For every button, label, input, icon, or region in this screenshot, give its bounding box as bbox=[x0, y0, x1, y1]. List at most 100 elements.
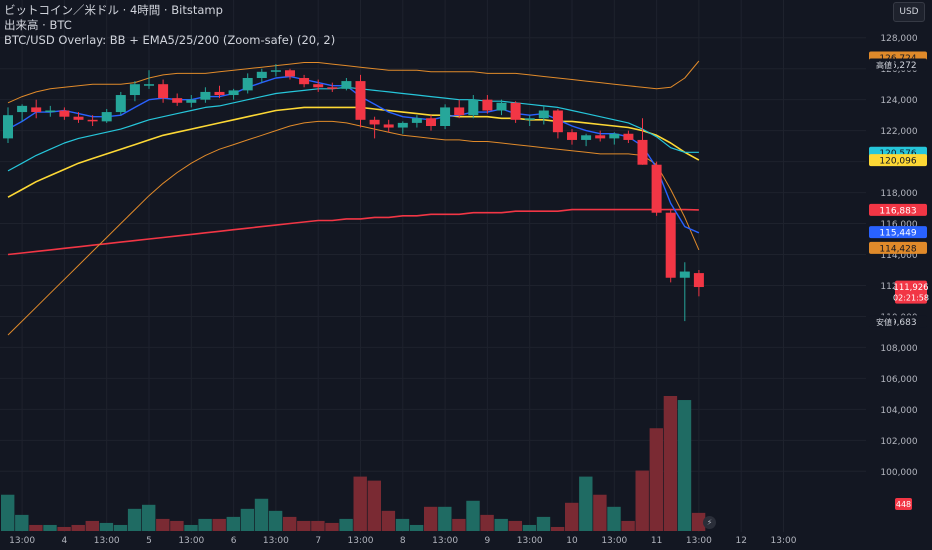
candle-body bbox=[510, 102, 521, 120]
volume-bar bbox=[254, 498, 269, 531]
candle-body bbox=[3, 115, 13, 139]
x-tick-label: 10 bbox=[566, 536, 578, 546]
candle-body bbox=[496, 102, 507, 111]
x-tick-label: 13:00 bbox=[771, 536, 797, 546]
y-tick-label: 106,000 bbox=[880, 375, 917, 385]
x-tick-label: 13:00 bbox=[601, 536, 627, 546]
volume-bar bbox=[677, 400, 692, 531]
volume-bar bbox=[381, 510, 396, 531]
candle-body bbox=[115, 95, 126, 113]
candle-body bbox=[285, 70, 295, 77]
x-tick-label: 13:00 bbox=[517, 536, 543, 546]
candle-body bbox=[228, 90, 239, 96]
candle-body bbox=[609, 133, 620, 139]
candle-body bbox=[327, 87, 338, 89]
volume-bar bbox=[367, 480, 381, 531]
y-tick-label: 102,000 bbox=[880, 437, 917, 447]
candle-body bbox=[270, 70, 281, 72]
price-label-text: 126,272 bbox=[879, 61, 916, 71]
x-tick-label: 12 bbox=[735, 536, 746, 546]
candle-body bbox=[355, 81, 366, 120]
volume-bar bbox=[283, 516, 297, 531]
candle-body bbox=[538, 110, 549, 119]
candle-body bbox=[552, 110, 563, 133]
price-label-ema5 bbox=[869, 226, 927, 239]
volume-bar bbox=[466, 500, 480, 531]
volume-bar bbox=[71, 524, 85, 531]
candle-body bbox=[45, 110, 56, 113]
price-tag-text: 安値 bbox=[876, 317, 892, 327]
price-label-text: 120,096 bbox=[879, 157, 916, 167]
candle-body bbox=[426, 118, 436, 126]
candle-body bbox=[383, 124, 394, 128]
y-tick-label: 116,000 bbox=[880, 220, 917, 230]
price-label-ema50 bbox=[869, 154, 927, 167]
volume-bar bbox=[339, 518, 353, 531]
ema25-line bbox=[7, 86, 699, 172]
y-tick-label: 128,000 bbox=[880, 34, 917, 44]
candle-body bbox=[31, 107, 42, 113]
candle-body bbox=[411, 118, 422, 123]
volume-bar bbox=[593, 494, 607, 531]
ema5-line bbox=[7, 75, 700, 234]
candle-body bbox=[101, 112, 112, 122]
lightning-icon[interactable]: ⚡ bbox=[703, 516, 716, 529]
y-tick-label: 108,000 bbox=[880, 344, 917, 354]
y-tick-label: 100,000 bbox=[880, 468, 917, 478]
candle-body bbox=[341, 81, 352, 89]
volume-bar bbox=[522, 524, 537, 531]
price-tag-bg bbox=[874, 58, 894, 71]
x-tick-label: 4 bbox=[62, 536, 68, 546]
volume-bar bbox=[29, 524, 43, 531]
x-tick-label: 13:00 bbox=[178, 536, 204, 546]
price-label-text: 109,683 bbox=[879, 318, 916, 328]
candle-body bbox=[129, 84, 140, 96]
volume-bar bbox=[1, 494, 15, 531]
candle-body bbox=[581, 135, 592, 140]
candle-body bbox=[214, 91, 225, 96]
volume-bar bbox=[85, 520, 99, 531]
current-price-text: 111,926 bbox=[893, 283, 928, 293]
candle-body bbox=[369, 119, 380, 125]
y-tick-label: 104,000 bbox=[880, 406, 917, 416]
price-tag-bg bbox=[874, 315, 894, 328]
current-price-label bbox=[895, 280, 927, 304]
volume-bar bbox=[297, 520, 311, 531]
volume-bar bbox=[621, 520, 635, 531]
x-tick-label: 6 bbox=[231, 536, 237, 546]
bb-upper-line bbox=[7, 60, 700, 104]
legend-indicator[interactable]: BTC/USD Overlay: BB + EMA5/25/200 (Zoom-… bbox=[4, 33, 336, 47]
countdown-text: 02:21:58 bbox=[893, 294, 929, 303]
currency-button[interactable]: USD bbox=[893, 2, 925, 22]
price-label-text: 115,449 bbox=[879, 229, 916, 239]
candle-body bbox=[595, 135, 606, 139]
y-tick-label: 124,000 bbox=[880, 96, 917, 106]
candle-body bbox=[623, 133, 634, 140]
candle-body bbox=[679, 271, 690, 278]
volume-bar bbox=[395, 518, 410, 531]
y-tick-label: 118,000 bbox=[880, 189, 917, 199]
volume-bar bbox=[113, 524, 128, 531]
volume-bar bbox=[565, 502, 579, 531]
candle-body bbox=[313, 84, 324, 88]
chart-legend: ビットコイン／米ドル · 4時間 · Bitstamp 出来高 · BTC BT… bbox=[4, 3, 335, 48]
candle-body bbox=[299, 78, 310, 85]
candle-body bbox=[59, 110, 70, 117]
volume-bar bbox=[311, 520, 325, 531]
volume-bar bbox=[268, 510, 283, 531]
volume-bar bbox=[409, 524, 424, 531]
volume-bar bbox=[663, 396, 678, 531]
volume-bar bbox=[424, 506, 438, 531]
legend-volume[interactable]: 出来高 · BTC bbox=[4, 18, 72, 32]
legend-symbol[interactable]: ビットコイン／米ドル · 4時間 · Bitstamp bbox=[4, 3, 223, 17]
volume-bar bbox=[15, 514, 29, 531]
volume-bar bbox=[142, 504, 156, 531]
price-tag-text: 高値 bbox=[876, 60, 892, 70]
x-tick-label: 13:00 bbox=[9, 536, 35, 546]
ema50-line bbox=[7, 106, 700, 198]
candle-body bbox=[87, 119, 98, 122]
volume-bar bbox=[691, 512, 706, 531]
ema200-line bbox=[7, 208, 699, 256]
candle-body bbox=[242, 78, 253, 91]
